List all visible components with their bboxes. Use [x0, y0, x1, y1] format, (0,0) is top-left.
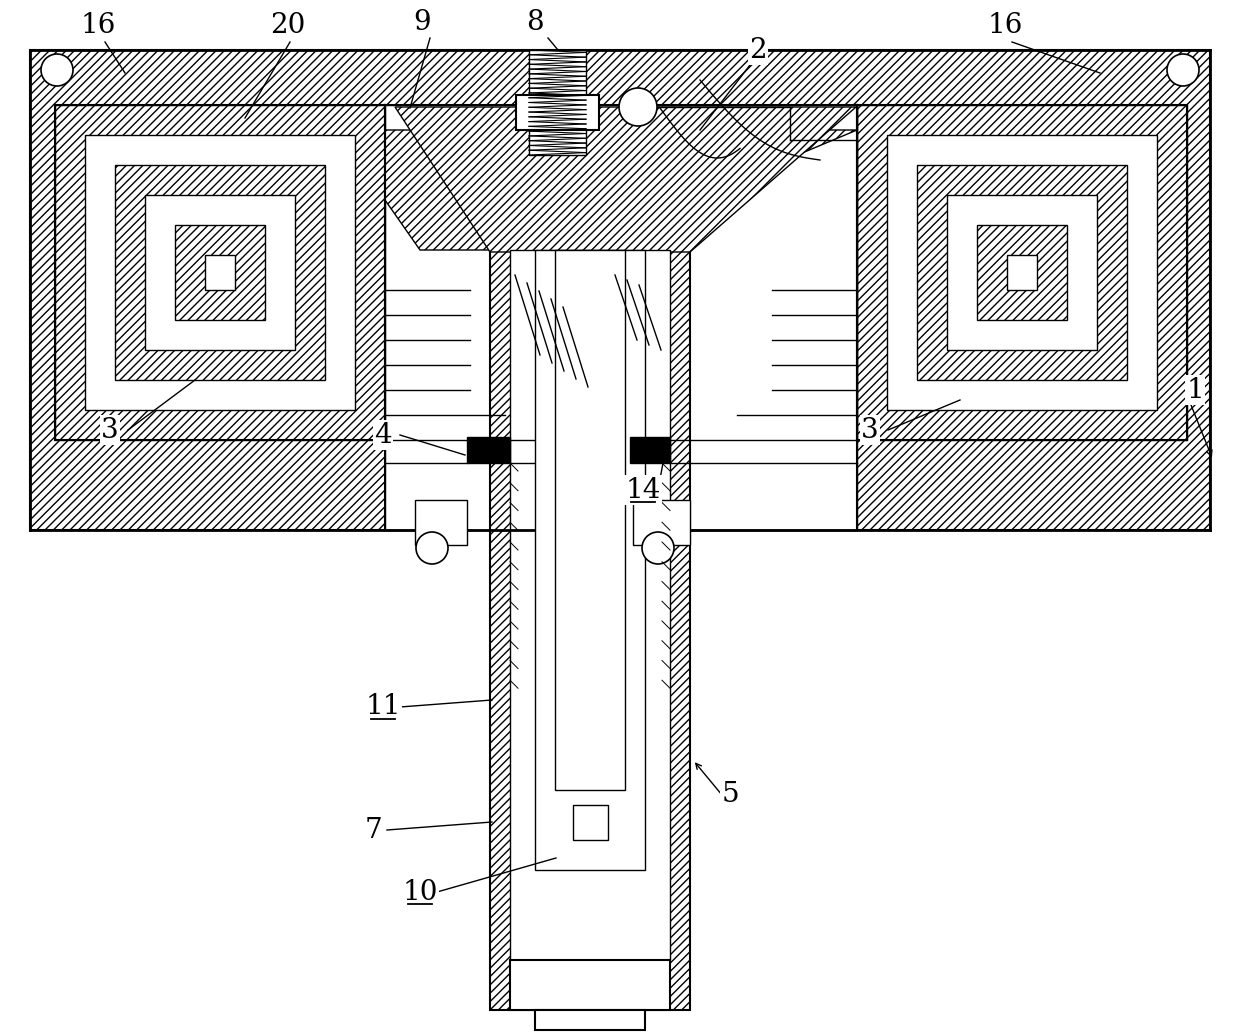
Text: 16: 16	[81, 11, 115, 38]
Bar	[115, 165, 325, 380]
Bar	[534, 1010, 645, 1030]
Text: 7: 7	[365, 816, 382, 843]
Bar	[630, 437, 670, 463]
Bar	[86, 135, 355, 410]
Bar	[529, 50, 587, 155]
Bar	[510, 250, 670, 960]
Bar	[30, 50, 1210, 530]
Polygon shape	[384, 130, 490, 250]
Text: 1: 1	[1187, 376, 1204, 403]
Bar	[556, 250, 625, 790]
Bar	[947, 195, 1097, 350]
Bar	[205, 255, 236, 290]
Text: 9: 9	[413, 8, 430, 35]
Circle shape	[41, 54, 73, 86]
Circle shape	[619, 88, 657, 126]
Text: 3: 3	[862, 416, 879, 443]
Text: 16: 16	[987, 11, 1023, 38]
Bar	[145, 195, 295, 350]
Bar	[415, 500, 467, 545]
Bar	[384, 105, 857, 530]
Bar	[887, 135, 1157, 410]
Bar	[467, 437, 510, 463]
Text: 3: 3	[102, 416, 119, 443]
Text: 11: 11	[366, 693, 401, 720]
Text: 10: 10	[402, 879, 438, 905]
Polygon shape	[490, 130, 529, 250]
Text: 14: 14	[625, 477, 661, 503]
Bar	[977, 225, 1066, 320]
Bar	[857, 105, 1187, 440]
Bar	[55, 105, 384, 440]
Bar	[516, 95, 599, 130]
Circle shape	[642, 533, 675, 564]
Text: 20: 20	[270, 11, 306, 38]
Bar	[175, 225, 265, 320]
Bar	[510, 960, 670, 1010]
Bar	[534, 250, 645, 870]
Polygon shape	[396, 107, 856, 252]
Text: 2: 2	[749, 36, 766, 63]
Bar	[1007, 255, 1037, 290]
Text: 8: 8	[526, 8, 544, 35]
Circle shape	[415, 533, 448, 564]
Bar	[918, 165, 1127, 380]
Polygon shape	[689, 130, 857, 250]
Bar	[632, 500, 689, 545]
Text: 5: 5	[722, 781, 739, 808]
Bar	[490, 250, 689, 1010]
Bar	[573, 805, 608, 840]
Text: 4: 4	[374, 422, 392, 449]
Circle shape	[1167, 54, 1199, 86]
